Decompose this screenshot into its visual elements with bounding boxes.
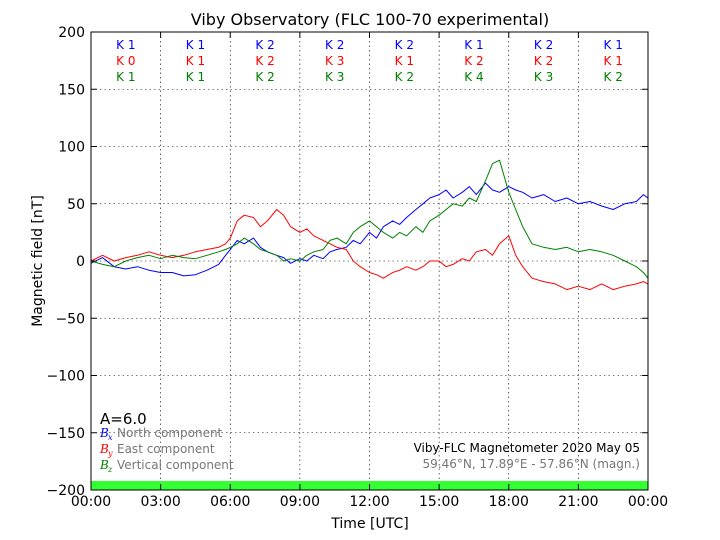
x-tick-label: 12:00 xyxy=(349,494,389,510)
series-line-north-component xyxy=(90,182,649,277)
x-axis-label: Time [UTC] xyxy=(330,516,408,532)
x-tick-label: 06:00 xyxy=(210,494,250,510)
k-index-north: K 1 xyxy=(116,38,135,52)
legend-symbol: B xyxy=(99,458,109,472)
x-tick-label: 21:00 xyxy=(558,494,598,510)
k-index-north: K 1 xyxy=(186,38,205,52)
k-index-vertical: K 1 xyxy=(116,70,135,84)
y-tick-label: 0 xyxy=(76,254,85,270)
k-index-vertical: K 3 xyxy=(534,70,553,84)
k-index-north: K 1 xyxy=(604,38,623,52)
y-tick-label: 100 xyxy=(58,140,85,156)
a-index-label: A=6.0 xyxy=(100,410,147,428)
legend-subscript: z xyxy=(107,465,113,474)
legend-label: East component xyxy=(117,442,215,456)
y-tick-label: 50 xyxy=(67,197,85,213)
axis-ticks: 00:00 03:00 06:00 09:00 12:00 15:00 18:00 21:00… xyxy=(47,25,669,510)
instrument-annotation: Viby-FLC Magnetometer 2020 May 05 xyxy=(414,441,640,455)
legend-label: North component xyxy=(117,426,223,440)
k-index-north: K 1 xyxy=(464,38,483,52)
k-index-vertical: K 2 xyxy=(395,70,414,84)
x-tick-label: 00:00 xyxy=(71,494,111,510)
k-index-north: K 2 xyxy=(325,38,344,52)
chart-title: Viby Observatory (FLC 100-70 experimenta… xyxy=(191,10,550,29)
y-tick-label: −150 xyxy=(47,426,85,442)
y-tick-label: −50 xyxy=(55,311,85,327)
location-annotation: 59.46°N, 17.89°E - 57.86°N (magn.) xyxy=(423,457,640,471)
k-index-east: K 3 xyxy=(325,54,344,68)
k-index-vertical: K 4 xyxy=(464,70,483,84)
legend-subscript: x xyxy=(108,433,113,442)
legend-subscript: y xyxy=(107,449,113,458)
y-tick-label: 200 xyxy=(58,25,85,41)
k-index-north: K 2 xyxy=(395,38,414,52)
k-index-north: K 2 xyxy=(534,38,553,52)
x-tick-label: 09:00 xyxy=(280,494,320,510)
series-line-east-component xyxy=(90,209,649,291)
grid xyxy=(91,32,648,490)
k-index-east: K 2 xyxy=(534,54,553,68)
x-tick-label: 00:00 xyxy=(628,494,668,510)
k-index-east: K 1 xyxy=(186,54,205,68)
series-lines xyxy=(90,159,649,291)
k-index-vertical: K 2 xyxy=(255,70,274,84)
x-tick-label: 18:00 xyxy=(489,494,529,510)
y-tick-label: −100 xyxy=(47,369,85,385)
k-index-table: K 1 K 1 K 2 K 2 K 2 K 1 K 2 K 1 K 0 K 1 K 2 K 3 K 1 K… xyxy=(116,38,623,84)
k-index-vertical: K 2 xyxy=(604,70,623,84)
k-index-east: K 1 xyxy=(604,54,623,68)
y-tick-label: 150 xyxy=(58,82,85,98)
k-index-east: K 1 xyxy=(395,54,414,68)
k-index-vertical: K 3 xyxy=(325,70,344,84)
series-line-vertical-component xyxy=(90,159,649,279)
k-index-north: K 2 xyxy=(255,38,274,52)
legend-symbol: B xyxy=(99,442,109,456)
legend-symbol: B xyxy=(99,426,109,440)
k-index-east: K 2 xyxy=(464,54,483,68)
y-axis-label: Magnetic field [nT] xyxy=(30,195,46,327)
k-index-east: K 2 xyxy=(255,54,274,68)
legend-label: Vertical component xyxy=(117,458,234,472)
k-index-vertical: K 1 xyxy=(186,70,205,84)
x-tick-label: 03:00 xyxy=(140,494,180,510)
y-tick-label: −200 xyxy=(47,483,85,499)
k-index-east: K 0 xyxy=(116,54,135,68)
x-tick-label: 15:00 xyxy=(419,494,459,510)
